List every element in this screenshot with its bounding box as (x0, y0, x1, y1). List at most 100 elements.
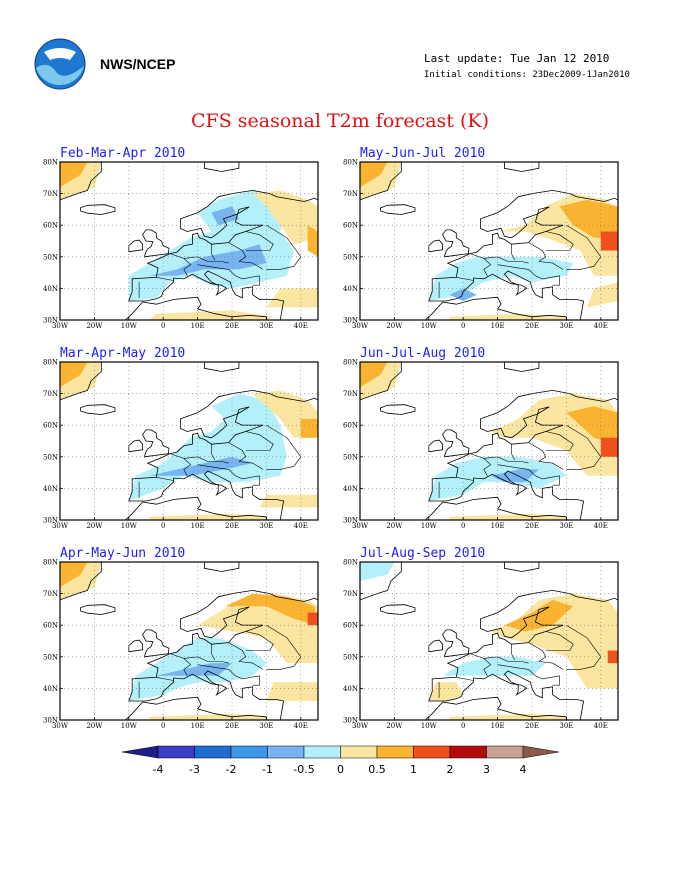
lon-tick-label: 30E (259, 322, 273, 330)
country-border (245, 631, 274, 651)
lon-tick-label: 10E (191, 522, 205, 530)
anomaly-patch (252, 190, 318, 245)
lat-tick-label: 40N (343, 285, 358, 293)
country-border (228, 669, 260, 680)
panel-title: Mar-Apr-May 2010 (60, 346, 186, 361)
country-border (245, 431, 274, 451)
lon-tick-label: 10E (191, 722, 205, 730)
country-border (252, 275, 260, 286)
lat-tick-label: 30N (43, 517, 58, 525)
forecast-map-panel-1: Feb-Mar-Apr 2010 30W 20W 10W 0 10E 20E 30E 40E 3… (43, 146, 348, 350)
colorbar-label: -3 (189, 763, 200, 776)
country-border (528, 669, 560, 680)
forecast-map: 30W 20W 10W 0 10E 20E 30E 40E 30N 40N 50N 60N 70N 80N (343, 559, 619, 730)
country-border (511, 444, 516, 461)
anomaly-patch (259, 494, 318, 508)
anomaly-patch (504, 599, 574, 632)
lon-tick-label: 40E (294, 522, 308, 530)
coastline (360, 562, 402, 601)
colorbar-swatch (413, 745, 451, 759)
country-border (497, 264, 529, 270)
lat-tick-label: 80N (343, 159, 358, 167)
panel-title: Feb-Mar-Apr 2010 (60, 146, 186, 161)
lon-tick-label: 30E (259, 722, 273, 730)
lon-tick-label: 0 (461, 722, 465, 730)
lon-tick-label: 30W (352, 722, 369, 730)
lat-tick-label: 80N (343, 559, 358, 567)
colorbar-label: -0.5 (293, 763, 314, 776)
lat-tick-label: 70N (43, 590, 58, 598)
country-border (470, 653, 492, 676)
coastline (424, 296, 567, 320)
anomaly-patch (587, 282, 618, 308)
lon-tick-label: 0 (161, 322, 165, 330)
forecast-map-panel-5: Apr-May-Jun 2010 30W 20W 10W 0 10E 20E 30E 40E 3… (43, 546, 348, 750)
anomaly-patch (360, 162, 388, 188)
lat-tick-label: 60N (43, 622, 58, 630)
colorbar-swatch (376, 745, 414, 759)
country-border (228, 269, 260, 280)
coastline (128, 189, 318, 320)
country-border (228, 442, 247, 462)
coastline (60, 162, 102, 201)
map-frame (59, 561, 319, 721)
lon-tick-label: 30W (52, 322, 69, 330)
coastline (80, 404, 116, 415)
country-border (156, 277, 174, 281)
anomaly-patch (600, 231, 618, 251)
lat-tick-label: 70N (343, 190, 358, 198)
coastline (142, 629, 170, 658)
country-border (228, 469, 260, 480)
country-border (197, 464, 229, 470)
country-border (183, 256, 229, 264)
lat-tick-label: 50N (343, 653, 358, 661)
forecast-map-panel-6: Jul-Aug-Sep 2010 30W 20W 10W 0 10E 20E 30E 40E 3… (343, 546, 648, 750)
coastline (424, 696, 567, 720)
panel-title: Jul-Aug-Sep 2010 (360, 546, 486, 561)
country-border (566, 424, 602, 470)
coastline (360, 362, 402, 401)
country-border (528, 242, 547, 262)
colorbar-label: 2 (447, 763, 454, 776)
map-frame (359, 561, 619, 721)
colorbar-swatch (157, 745, 195, 759)
anomaly-patch (360, 362, 388, 388)
colorbar: -4 -3 -2 -1 -0.5 0 0.5 1 2 3 4 (121, 745, 560, 776)
lat-tick-label: 70N (43, 390, 58, 398)
country-border (197, 664, 229, 670)
forecast-map-panel-3: Mar-Apr-May 2010 30W 20W 10W 0 10E 20E 30E 40E 3… (43, 346, 348, 550)
lat-tick-label: 80N (343, 359, 358, 367)
country-border (238, 661, 264, 670)
coastline (124, 496, 267, 520)
anomaly-patch (225, 593, 318, 626)
coastline (142, 229, 170, 258)
anomaly-patch (559, 199, 618, 238)
country-border (470, 253, 492, 276)
coastline (128, 389, 318, 520)
lat-tick-label: 40N (43, 685, 58, 693)
country-border (183, 456, 229, 464)
colorbar-swatch (449, 745, 487, 759)
anomaly-patch (600, 437, 618, 457)
coastline (428, 589, 618, 720)
colorbar-label: 1 (410, 763, 417, 776)
lon-tick-label: 10W (421, 522, 438, 530)
map-frame (359, 161, 619, 321)
page-title: CFS seasonal T2m forecast (K) (191, 110, 489, 132)
anomaly-patch (307, 612, 318, 626)
country-border (211, 244, 216, 261)
country-border (511, 644, 516, 661)
lon-tick-label: 20W (386, 322, 403, 330)
panel-title: May-Jun-Jul 2010 (360, 146, 486, 161)
coastline (428, 239, 443, 253)
coastline (635, 375, 659, 394)
lon-tick-label: 40E (294, 322, 308, 330)
lat-tick-label: 60N (343, 222, 358, 230)
country-border (545, 231, 574, 251)
map-frame (59, 161, 319, 321)
forecast-map: 30W 20W 10W 0 10E 20E 30E 40E 30N 40N 50N 60N 70N 80N (43, 159, 319, 330)
country-border (266, 424, 302, 470)
country-border (497, 664, 529, 670)
lat-tick-label: 60N (343, 622, 358, 630)
coastline (424, 496, 567, 520)
